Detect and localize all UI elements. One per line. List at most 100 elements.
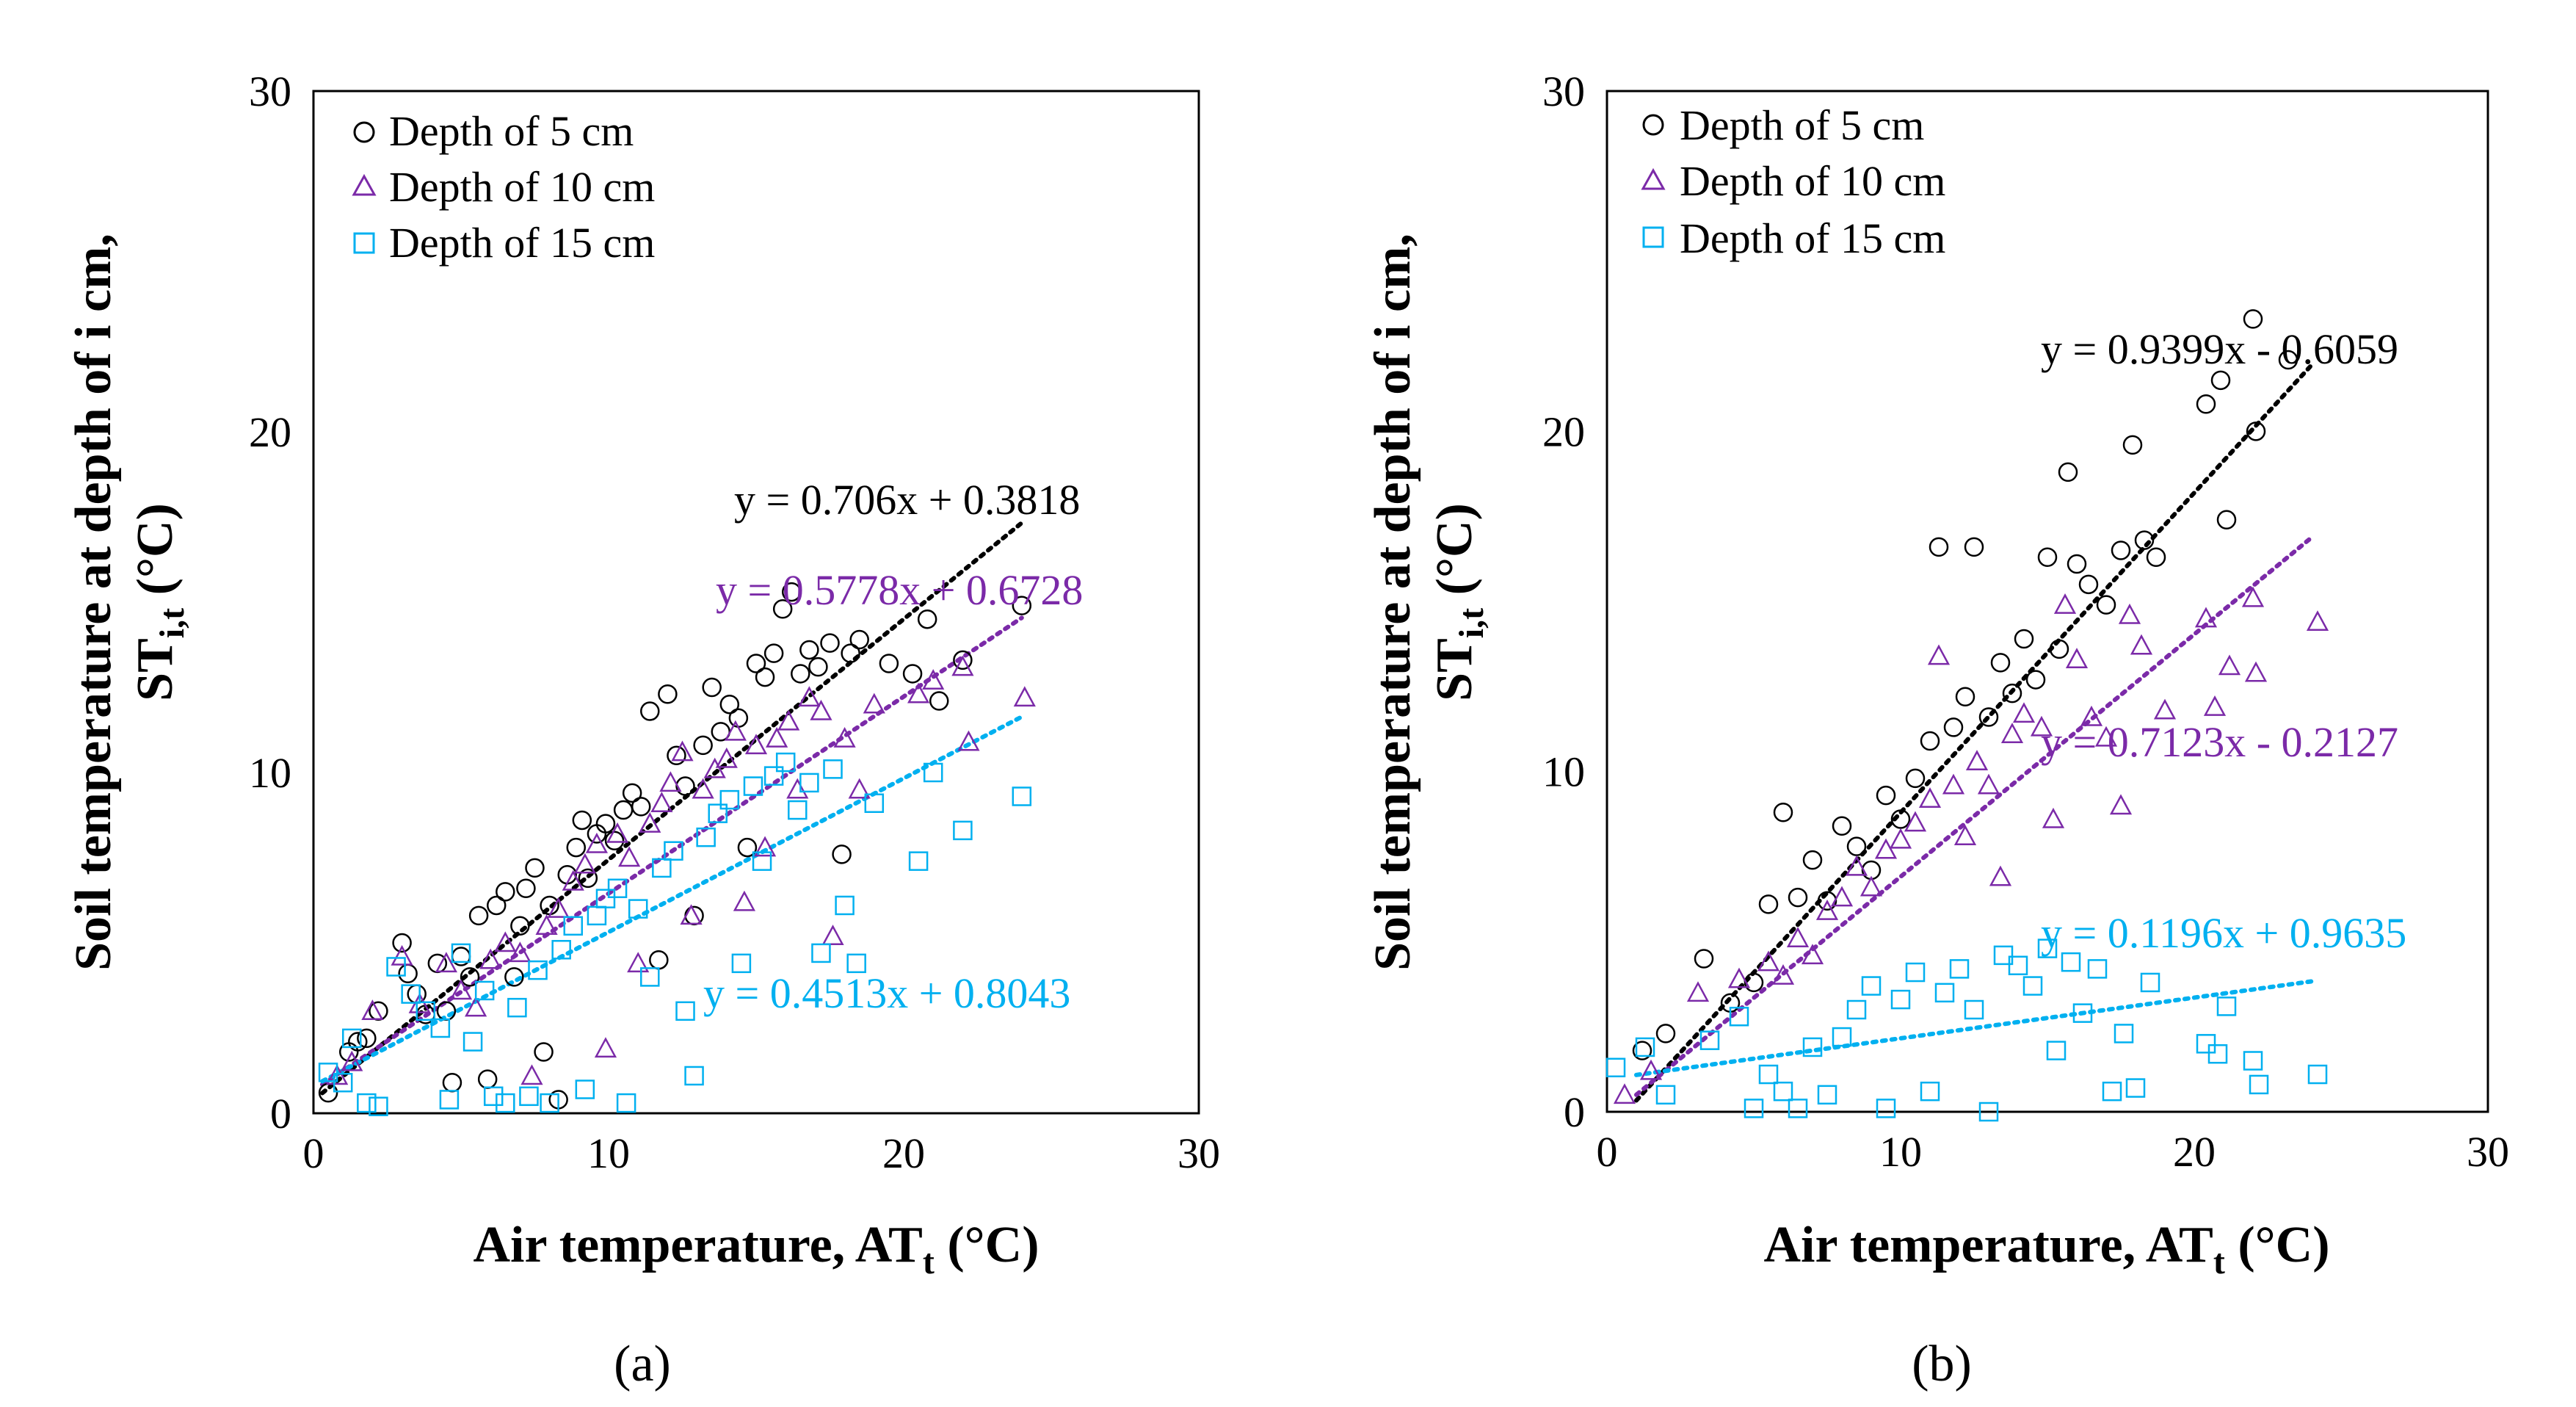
panel-b-point-s0-33 (2122, 435, 2143, 455)
panel-b-point-s0-39 (2243, 309, 2263, 329)
panel-b-point-s1-8 (1815, 900, 1839, 920)
panel-a-point-s2-18 (540, 1093, 559, 1113)
panel-b-point-s0-9 (1817, 891, 1837, 911)
panel-a-point-s2-29 (664, 841, 683, 861)
panel-a-point-s1-44 (951, 655, 974, 676)
panel-a-trendline-s1 (320, 615, 1024, 1087)
panel-a-point-s0-18 (504, 967, 524, 987)
panel-b-point-s2-34 (2196, 1034, 2216, 1054)
panel-b-x-tick-30: 30 (2467, 1128, 2509, 1176)
panel-b-point-s0-38 (2216, 510, 2237, 530)
panel-b-point-s0-4 (1744, 972, 1764, 993)
panel-a-point-s2-7 (416, 1001, 436, 1021)
legend-label-depth-5: Depth of 5 cm (1680, 101, 1924, 149)
panel-b-eq-depth-10: y = 0.7123x - 0.2127 (2041, 718, 2398, 766)
panel-b-tick-labels: 0 10 20 30 0 10 20 30 (1542, 68, 2509, 1176)
panel-b-point-s2-26 (2046, 1041, 2067, 1060)
panel-b-point-s1-37 (2241, 586, 2265, 607)
panel-a-point-s2-27 (640, 967, 660, 987)
panel-a-point-s0-47 (746, 654, 766, 673)
panel-a-point-s0-41 (693, 735, 713, 756)
panel-a-point-s1-19 (618, 846, 641, 867)
panel-a-point-s2-0 (318, 1063, 338, 1082)
panel-a-point-s2-26 (628, 899, 648, 919)
panel-b-x-axis-label: Air temperature, ATt (°C) (1763, 1217, 2329, 1281)
panel-a-point-s1-13 (547, 897, 570, 918)
panel-a-point-s0-63 (953, 650, 973, 670)
legend-marker-circle (353, 121, 375, 143)
panel-b-point-s0-7 (1788, 887, 1808, 908)
panel-b-point-s2-0 (1606, 1057, 1626, 1078)
panel-a-point-s1-18 (606, 822, 629, 843)
panel-a-point-s1-38 (821, 925, 844, 945)
panel-b-point-s0-25 (2025, 670, 2046, 690)
panel-b-point-s1-6 (1786, 927, 1810, 947)
panel-a-point-s1-30 (733, 890, 756, 911)
panel-a-point-s1-28 (715, 747, 738, 768)
panel-a-point-s2-48 (923, 762, 943, 783)
panel-b-point-s1-36 (2218, 654, 2241, 676)
panel-a-point-s2-28 (652, 858, 672, 878)
panel-a-eq-depth-5: y = 0.706x + 0.3818 (734, 476, 1080, 524)
panel-b-point-s0-29 (2067, 554, 2087, 574)
panel-b-legend: Depth of 5 cm Depth of 10 cm Depth of 15… (1641, 101, 1945, 262)
panel-a-point-s0-30 (595, 814, 616, 833)
panel-a-point-s0-27 (572, 810, 592, 831)
panel-a-point-s2-23 (595, 889, 616, 908)
panel-a-point-s2-12 (474, 980, 495, 1001)
panel-a-x-tick-20: 20 (882, 1129, 925, 1177)
panel-a-point-s2-17 (528, 960, 548, 980)
panel-a-point-s2-20 (563, 916, 584, 936)
panel-b-point-s1-39 (2306, 610, 2329, 632)
panel-a-point-s1-41 (863, 692, 885, 714)
panel-a-point-s1-3 (391, 944, 413, 966)
panel-b-point-s2-21 (1978, 1102, 1999, 1122)
panel-a-point-s0-28 (578, 868, 598, 889)
panel-b-point-s0-18 (1943, 717, 1964, 737)
panel-a-point-s1-45 (957, 730, 980, 751)
panel-a-point-s1-39 (833, 726, 856, 748)
panel-a-point-s0-14 (468, 905, 489, 926)
panel-b-y-tick-10: 10 (1542, 748, 1585, 796)
panel-a-point-s1-27 (703, 757, 726, 778)
panel-b-point-s1-31 (2118, 603, 2141, 624)
panel-b-point-s0-13 (1876, 785, 1896, 806)
panel-a-point-s2-5 (386, 957, 406, 977)
panel-a-point-s2-21 (575, 1079, 595, 1099)
panel-a-point-s2-41 (799, 773, 819, 793)
panel-a-point-s0-5 (392, 933, 412, 953)
panel-b-x-tick-20: 20 (2173, 1128, 2216, 1176)
panel-b-point-s1-38 (2244, 661, 2268, 682)
panel-b-y-axis-label-line1: Soil temperature at depth of i cm, (1365, 234, 1421, 971)
panel-a-y-tick-20: 20 (249, 408, 291, 456)
panel-b-point-s2-15 (1890, 989, 1911, 1010)
panel-a-point-s0-56 (832, 844, 852, 864)
legend-label-depth-10: Depth of 10 cm (1680, 157, 1945, 205)
panel-b-y-axis-label: Soil temperature at depth of i cm, STi,t… (1365, 234, 1491, 971)
panel-b-point-s2-35 (2207, 1044, 2228, 1064)
panel-a-point-s1-36 (798, 686, 821, 707)
panel-b-point-s0-40 (2246, 422, 2266, 441)
panel-a-point-s1-46 (1013, 686, 1036, 707)
panel-a-point-s0-55 (820, 633, 840, 653)
panel-b-point-s2-23 (2008, 955, 2028, 976)
panel-a-point-s2-25 (616, 1093, 636, 1113)
legend-label-depth-15: Depth of 15 cm (389, 219, 655, 267)
panel-a-point-s0-53 (799, 640, 819, 660)
panel-a-point-s0-61 (917, 609, 937, 629)
panel-a-point-s0-3 (357, 1028, 377, 1049)
panel-b-point-s0-16 (1920, 731, 1940, 751)
panel-a-point-s0-35 (640, 701, 660, 721)
legend-marker-circle (1642, 114, 1664, 136)
panel-b-point-s1-0 (1613, 1083, 1636, 1104)
panel-a-point-s0-44 (719, 694, 740, 715)
panel-b-point-s2-5 (1744, 1099, 1764, 1118)
panel-a-point-s0-22 (534, 1042, 554, 1062)
panel-a-point-s0-60 (902, 664, 923, 684)
panel-b-label: (b) (1912, 1336, 1972, 1392)
panel-b-point-s2-14 (1876, 1099, 1896, 1118)
panel-a-point-s2-42 (811, 943, 831, 963)
panel-b-point-s0-11 (1846, 836, 1867, 856)
panel-a-point-s1-15 (573, 853, 596, 874)
